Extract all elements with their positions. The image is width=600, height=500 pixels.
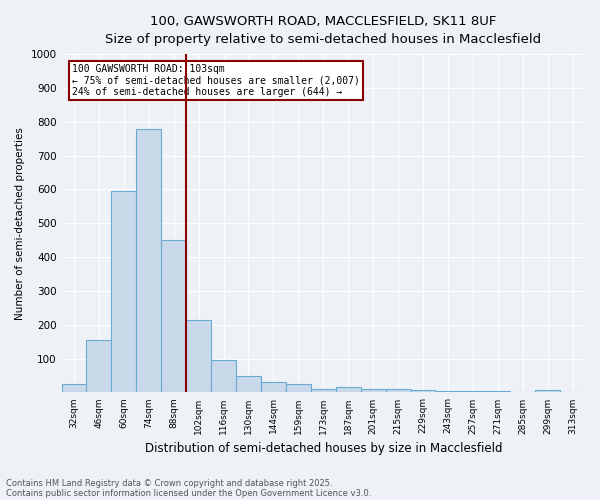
Bar [112,191,136,392]
Bar [236,376,261,392]
X-axis label: Distribution of semi-detached houses by size in Macclesfield: Distribution of semi-detached houses by … [145,442,502,455]
Title: 100, GAWSWORTH ROAD, MACCLESFIELD, SK11 8UF
Size of property relative to semi-de: 100, GAWSWORTH ROAD, MACCLESFIELD, SK11 … [105,15,541,46]
Bar [436,390,460,392]
Bar [211,360,236,392]
Bar [410,390,436,392]
Text: 100 GAWSWORTH ROAD: 103sqm
← 75% of semi-detached houses are smaller (2,007)
24%: 100 GAWSWORTH ROAD: 103sqm ← 75% of semi… [72,64,360,98]
Bar [286,384,311,392]
Bar [485,390,510,392]
Text: Contains HM Land Registry data © Crown copyright and database right 2025.: Contains HM Land Registry data © Crown c… [6,478,332,488]
Bar [261,382,286,392]
Bar [311,389,336,392]
Bar [161,240,186,392]
Bar [336,388,361,392]
Y-axis label: Number of semi-detached properties: Number of semi-detached properties [15,127,25,320]
Bar [136,128,161,392]
Bar [361,389,386,392]
Bar [386,389,410,392]
Text: Contains public sector information licensed under the Open Government Licence v3: Contains public sector information licen… [6,488,371,498]
Bar [186,320,211,392]
Bar [62,384,86,392]
Bar [86,340,112,392]
Bar [535,390,560,392]
